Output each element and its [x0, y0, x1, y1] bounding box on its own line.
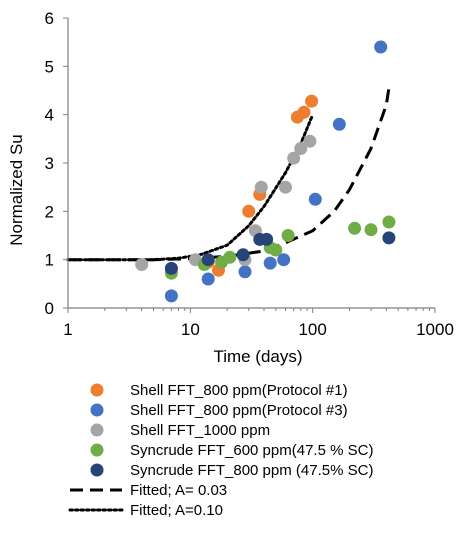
axes	[67, 18, 435, 309]
data-point-series-2	[263, 256, 277, 270]
legend-label-series-4: Syncrude FFT_600 ppm(47.5 % SC)	[130, 442, 373, 459]
data-point-series-4	[281, 229, 295, 242]
legend-marker-series-5	[90, 463, 104, 477]
x-tick-label: 10	[181, 320, 200, 339]
data-point-series-5	[164, 261, 178, 275]
data-point-series-2	[308, 192, 322, 206]
data-point-series-5	[201, 253, 215, 267]
fitted-curve-dashed	[68, 87, 391, 262]
plot-area	[66, 40, 396, 303]
y-tick-label: 2	[45, 202, 54, 221]
y-tick-label: 6	[45, 9, 54, 28]
data-point-series-5	[236, 248, 250, 262]
x-tick-label: 1	[63, 320, 72, 339]
legend-label-fitted-dotted: Fitted; A=0.10	[130, 502, 223, 519]
data-point-series-3	[287, 151, 301, 165]
legend-marker-series-4	[90, 443, 104, 457]
legend: Shell FFT_800 ppm(Protocol #1) Shell FFT_…	[68, 382, 373, 519]
data-point-series-4	[382, 215, 396, 229]
data-point-series-2	[374, 40, 388, 54]
y-axis-title: Normalized Su	[7, 134, 26, 246]
x-axis-title: Time (days)	[213, 347, 302, 366]
legend-marker-series-3	[90, 423, 104, 437]
legend-marker-series-1	[90, 383, 104, 397]
y-tick-label: 0	[45, 299, 54, 318]
data-point-series-3	[254, 180, 268, 194]
data-point-series-4	[348, 221, 362, 235]
data-point-series-2	[277, 253, 291, 267]
legend-label-series-3: Shell FFT_1000 ppm	[130, 422, 270, 439]
data-point-series-3	[135, 258, 149, 271]
y-tick-label: 4	[45, 106, 54, 125]
data-point-series-2	[164, 289, 178, 303]
legend-label-series-5: Syncrude FFT_800 ppm (47.5% SC)	[130, 462, 373, 479]
data-point-series-5	[382, 231, 396, 245]
x-tick-label: 1000	[416, 320, 454, 339]
legend-marker-series-2	[90, 403, 104, 417]
legend-label-series-2: Shell FFT_800 ppm(Protocol #3)	[130, 402, 348, 419]
x-tick-label: 100	[298, 320, 326, 339]
data-point-series-2	[201, 272, 215, 286]
data-point-series-4	[364, 223, 378, 237]
data-point-series-3	[294, 142, 308, 155]
data-point-series-3	[279, 180, 292, 194]
data-point-series-5	[260, 232, 274, 246]
data-point-series-2	[332, 117, 346, 131]
y-tick-label: 5	[45, 57, 54, 76]
y-tick-label: 1	[45, 251, 54, 270]
data-point-series-1	[297, 105, 311, 119]
data-point-series-4	[269, 243, 283, 257]
data-point-series-4	[223, 250, 237, 264]
legend-label-fitted-dashed: Fitted; A= 0.03	[130, 482, 227, 499]
legend-label-series-1: Shell FFT_800 ppm(Protocol #1)	[130, 382, 348, 399]
fitted-curve-dotted	[66, 113, 315, 262]
data-point-series-1	[305, 94, 319, 108]
data-point-series-1	[242, 204, 256, 218]
y-tick-label: 3	[45, 154, 54, 173]
data-point-series-3	[303, 134, 317, 148]
data-point-series-2	[238, 265, 252, 279]
